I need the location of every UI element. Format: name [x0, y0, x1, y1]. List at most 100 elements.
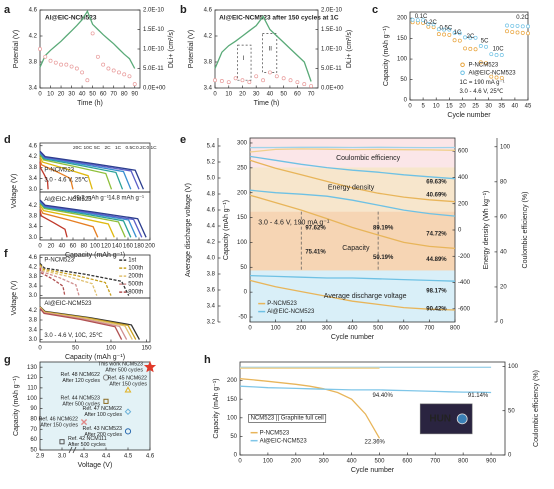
legend-label: 10C [84, 145, 93, 151]
point-sublabel: After 120 cycles [62, 378, 100, 384]
x-tick-label: 700 [430, 459, 441, 465]
series-line [39, 204, 115, 238]
x-tick-label: 700 [424, 326, 435, 332]
annotation: 3.0 - 4.6 V, 25℃ [44, 177, 88, 183]
point-marker [213, 78, 217, 83]
point-sublabel: After 500 cycles [62, 402, 100, 408]
x-tick-label: 140 [112, 244, 123, 250]
series-line [39, 266, 80, 296]
annotation: 5C [481, 39, 489, 45]
x-tick-label: 4.5 [124, 454, 133, 460]
series-line [214, 15, 312, 82]
y2-tick-label: 1.5E-10 [143, 27, 165, 33]
axis-break [68, 446, 77, 454]
legend-label: 0.1C [147, 145, 158, 151]
legend-label: 0.5C [126, 145, 137, 151]
y-tick-label: 3.4 [29, 176, 38, 182]
y-tick-label: 4.2 [204, 34, 213, 40]
x-tick-label: 40 [267, 92, 274, 98]
x-tick-label: 300 [322, 326, 333, 332]
y4-tick-label: 40 [500, 249, 507, 255]
series-line [39, 150, 144, 190]
y-tick-label: 0 [404, 98, 408, 104]
y-axis-label: Voltage (V) [11, 174, 18, 209]
point-marker [489, 52, 494, 57]
x-tick-label: 30 [68, 92, 75, 98]
point-marker [80, 70, 85, 75]
x-tick-label: 45 [525, 104, 532, 110]
point-marker [38, 47, 42, 51]
point-marker [484, 61, 488, 66]
legend-label: P-NCM523 [267, 301, 297, 307]
point-marker [457, 31, 462, 36]
annotation: 3.0 - 4.6 V, 190 mA g⁻¹ [258, 219, 330, 226]
annotation: Al@EIC-NCM523 [44, 301, 92, 307]
point-marker [219, 79, 224, 83]
x-tick-label: 200 [291, 459, 302, 465]
y3-tick-label: 4.8 [207, 192, 216, 198]
x-axis-label: Capacity (mAh g⁻¹) [65, 354, 125, 361]
point-marker [240, 78, 245, 83]
legend-label: 100th [128, 266, 143, 272]
y-axis-label: Capacity (mAh g⁻¹) [13, 376, 20, 436]
point-marker [122, 72, 127, 77]
point-marker [410, 17, 415, 22]
legend-swatch [460, 70, 465, 76]
point-marker [421, 18, 426, 23]
y-tick-label: 110 [27, 385, 37, 391]
point-marker [101, 62, 106, 67]
x-tick-label: 35 [498, 104, 505, 110]
panel-letter: g [4, 354, 11, 366]
point-marker [520, 30, 525, 35]
point-marker [85, 78, 90, 83]
legend-label: 5C [94, 145, 101, 151]
series-line [39, 154, 113, 190]
legend-label: Al@EIC-NCM523 [267, 309, 315, 315]
y2-tick-label: 100 [508, 364, 519, 370]
point-marker [80, 418, 88, 426]
series-line [39, 156, 93, 190]
y3-tick-label: 4.6 [207, 208, 216, 214]
series-line [249, 148, 456, 153]
legend-label: 800th [128, 290, 143, 296]
y2-tick-label: 50 [508, 408, 515, 414]
x-axis-label: Time (h) [254, 100, 280, 107]
point-sublabel: After 500 cycles [68, 442, 106, 448]
y3-tick-label: 5.2 [207, 160, 216, 166]
point-marker [515, 30, 520, 35]
y-tick-label: 3.8 [29, 165, 38, 171]
series-line [39, 151, 140, 190]
y2-tick-label: 1.0E-10 [321, 47, 343, 53]
point-marker [478, 44, 483, 48]
point-label: Ref. 43 NCM523 [83, 426, 123, 432]
point-marker [226, 80, 231, 85]
annotation: Energy density [328, 185, 375, 192]
legend-label: Al@EIC-NCM523 [469, 70, 517, 76]
y3-tick-label: 5.0 [207, 176, 216, 182]
annotation: 75.41% [305, 250, 326, 256]
point-marker [59, 439, 65, 445]
annotation: 44.89% [426, 257, 447, 263]
chart-title: Al@EIC-NCM523 after 150 cycles at 1C [219, 15, 339, 22]
x-tick-label: 50 [280, 92, 287, 98]
series-line [239, 385, 492, 394]
y3-axis-label: Average discharge voltage (V) [185, 183, 192, 277]
point-sublabel: After 500 cycles [105, 368, 143, 374]
series-line [39, 162, 49, 190]
y-tick-label: 150 [227, 397, 238, 403]
x-axis-label: Cycle number [351, 467, 395, 474]
x-tick-label: 60 [100, 92, 107, 98]
point-marker [484, 44, 488, 49]
annotation: 69.63% [426, 180, 447, 186]
y3-tick-label: 3.4 [207, 304, 216, 310]
point-marker [281, 76, 286, 81]
y-tick-label: 200 [237, 190, 248, 196]
annotation: 97.62% [305, 226, 326, 232]
annotation: NCM523 || Graphite full cell [251, 415, 324, 421]
x-tick-label: 400 [347, 326, 358, 332]
annotation: Al@EIC-NCM523 [44, 197, 92, 203]
point-marker [95, 54, 100, 59]
y-tick-label: 300 [237, 141, 248, 147]
point-marker [526, 31, 530, 36]
series-line [249, 159, 456, 203]
